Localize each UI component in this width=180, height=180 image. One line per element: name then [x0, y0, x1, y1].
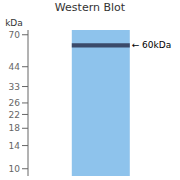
svg-text:70: 70 — [9, 30, 21, 40]
svg-text:kDa: kDa — [8, 18, 23, 28]
svg-text:33: 33 — [9, 82, 20, 92]
html-text:Western Blot: Western Blot — [54, 1, 126, 14]
svg-text:← 60kDa: ← 60kDa — [132, 40, 172, 50]
svg-text:18: 18 — [9, 123, 21, 133]
svg-text:14: 14 — [9, 141, 21, 151]
svg-text:10: 10 — [9, 164, 21, 174]
svg-text:44: 44 — [9, 62, 21, 72]
svg-text:26: 26 — [9, 98, 21, 108]
svg-text:22: 22 — [9, 110, 20, 120]
